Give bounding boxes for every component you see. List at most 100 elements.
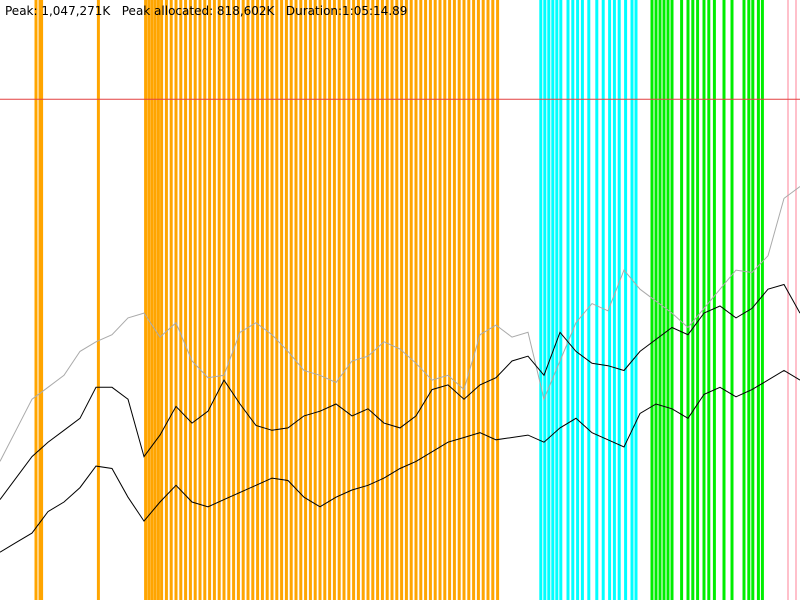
phase-c-event-17 xyxy=(751,0,755,600)
phase-a-event-65 xyxy=(428,0,432,600)
phase-a-event-7 xyxy=(153,0,157,600)
phase-a-event-42 xyxy=(318,0,322,600)
phase-a-event-45 xyxy=(332,0,336,600)
allocated-series-line xyxy=(0,283,800,500)
phase-b-event-5 xyxy=(559,0,563,600)
phase-a-event-21 xyxy=(217,0,221,600)
phase-c-event-0 xyxy=(650,0,654,600)
phase-c-event-7 xyxy=(686,0,690,600)
phase-a-event-1 xyxy=(38,0,42,600)
phase-a-event-31 xyxy=(265,0,269,600)
low-series-line xyxy=(0,369,800,553)
phase-a-event-5 xyxy=(147,0,151,600)
phase-a-event-44 xyxy=(328,0,332,600)
phase-b-event-10 xyxy=(587,0,591,600)
phase-d-event-1 xyxy=(795,0,797,600)
phase-a-event-59 xyxy=(400,0,404,600)
phase-a-event-50 xyxy=(356,0,360,600)
phase-a-event-0 xyxy=(34,0,38,600)
phase-a-event-6 xyxy=(150,0,154,600)
phase-a-event-69 xyxy=(448,0,452,600)
phase-b-event-2 xyxy=(547,0,551,600)
phase-c-event-13 xyxy=(722,0,726,600)
phase-c-event-9 xyxy=(696,0,700,600)
peak-label: Peak: 1,047,271K xyxy=(5,4,111,18)
phase-a-event-22 xyxy=(222,0,226,600)
phase-a-event-17 xyxy=(198,0,202,600)
phase-b-event-11 xyxy=(595,0,599,600)
phase-a-event-19 xyxy=(208,0,212,600)
phase-a-event-10 xyxy=(164,0,168,600)
phase-b-event-8 xyxy=(576,0,580,600)
phase-a-event-77 xyxy=(486,0,490,600)
duration-label: Duration:1:05:14.89 xyxy=(285,4,408,18)
series-lines xyxy=(0,186,800,553)
phase-b-event-7 xyxy=(571,0,575,600)
phase-a-event-54 xyxy=(376,0,380,600)
phase-a-event-18 xyxy=(203,0,207,600)
phase-b-event-13 xyxy=(608,0,612,600)
phase-a-event-73 xyxy=(467,0,471,600)
phase-a-event-43 xyxy=(323,0,327,600)
phase-a-event-48 xyxy=(347,0,351,600)
phase-a-event-20 xyxy=(212,0,216,600)
phase-c-event-19 xyxy=(760,0,764,600)
phase-a-event-8 xyxy=(156,0,160,600)
phase-a-event-78 xyxy=(491,0,495,600)
phase-bands xyxy=(34,0,797,600)
phase-c-event-15 xyxy=(742,0,746,600)
phase-a-event-76 xyxy=(481,0,485,600)
phase-a-event-46 xyxy=(337,0,341,600)
total-series-line xyxy=(0,186,800,462)
phase-a-event-30 xyxy=(260,0,264,600)
phase-c-event-3 xyxy=(662,0,666,600)
phase-a-event-3 xyxy=(96,0,100,600)
phase-a-event-33 xyxy=(275,0,279,600)
phase-b-event-9 xyxy=(580,0,584,600)
peak-allocated-label: Peak allocated: 818,602K xyxy=(121,4,275,18)
phase-a-event-11 xyxy=(169,0,173,600)
phase-c-event-4 xyxy=(666,0,670,600)
phase-a-event-71 xyxy=(457,0,461,600)
phase-b-event-15 xyxy=(617,0,621,600)
phase-a-event-67 xyxy=(438,0,442,600)
phase-a-event-52 xyxy=(366,0,370,600)
phase-c-event-16 xyxy=(747,0,751,600)
phase-b-event-18 xyxy=(634,0,638,600)
phase-b-event-6 xyxy=(566,0,570,600)
phase-c-event-2 xyxy=(658,0,662,600)
phase-a-event-27 xyxy=(246,0,250,600)
summary-stats: Peak: 1,047,271K Peak allocated: 818,602… xyxy=(5,4,407,18)
phase-a-event-40 xyxy=(308,0,312,600)
phase-b-event-0 xyxy=(539,0,543,600)
phase-a-event-57 xyxy=(390,0,394,600)
phase-a-event-68 xyxy=(443,0,447,600)
phase-a-event-16 xyxy=(193,0,197,600)
phase-b-event-4 xyxy=(555,0,559,600)
phase-b-event-17 xyxy=(630,0,634,600)
phase-a-event-66 xyxy=(433,0,437,600)
phase-a-event-53 xyxy=(371,0,375,600)
phase-a-event-74 xyxy=(472,0,476,600)
phase-b-event-3 xyxy=(551,0,555,600)
phase-c-event-8 xyxy=(691,0,695,600)
phase-a-event-49 xyxy=(352,0,356,600)
phase-a-event-55 xyxy=(380,0,384,600)
phase-a-event-28 xyxy=(251,0,255,600)
phase-a-event-4 xyxy=(144,0,148,600)
phase-a-event-35 xyxy=(284,0,288,600)
phase-c-event-14 xyxy=(730,0,734,600)
phase-a-event-47 xyxy=(342,0,346,600)
phase-b-event-14 xyxy=(612,0,616,600)
phase-a-event-25 xyxy=(236,0,240,600)
phase-a-event-63 xyxy=(419,0,423,600)
phase-a-event-26 xyxy=(241,0,245,600)
phase-a-event-36 xyxy=(289,0,293,600)
phase-c-event-10 xyxy=(702,0,706,600)
phase-a-event-12 xyxy=(174,0,178,600)
phase-a-event-62 xyxy=(414,0,418,600)
phase-a-event-61 xyxy=(409,0,413,600)
phase-c-event-12 xyxy=(712,0,716,600)
phase-a-event-37 xyxy=(294,0,298,600)
